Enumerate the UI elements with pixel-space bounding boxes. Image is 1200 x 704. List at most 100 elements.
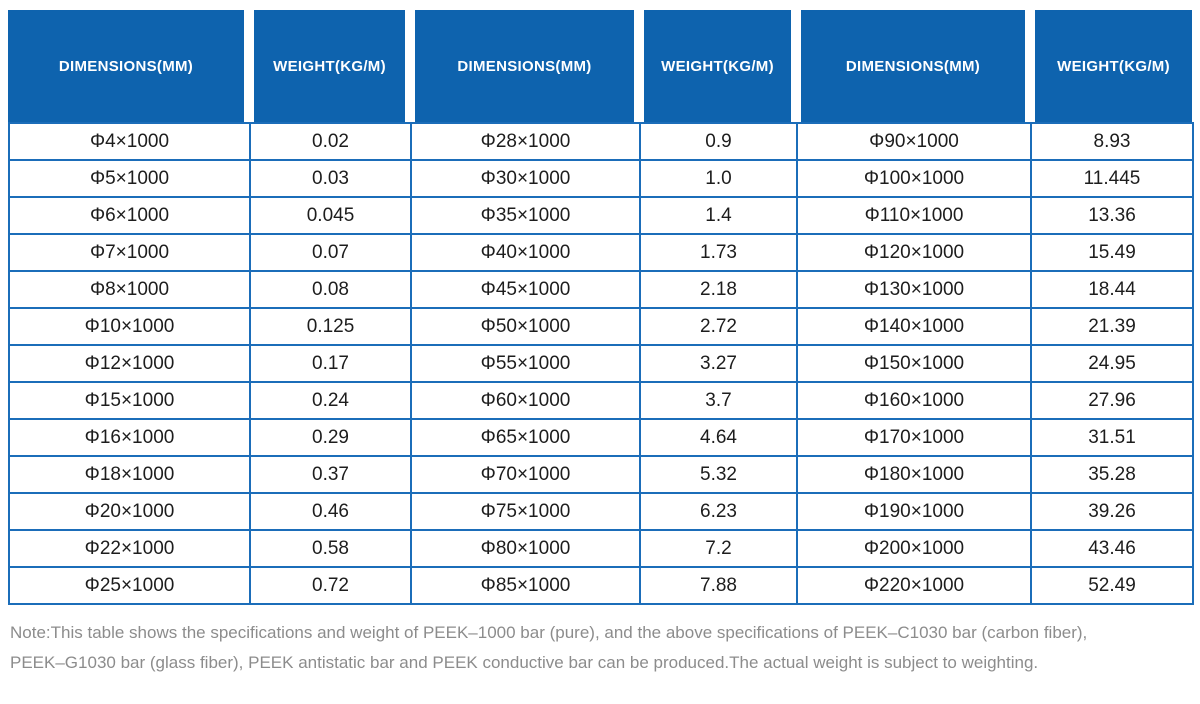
weight-cell: 6.23	[639, 492, 798, 531]
dimensions-cell: Φ140×1000	[796, 307, 1032, 346]
table-row: Φ6×1000 0.045 Φ35×1000 1.4 Φ110×1000 13.36	[8, 196, 1194, 235]
weight-cell: 0.37	[249, 455, 412, 494]
weight-cell: 0.125	[249, 307, 412, 346]
dimensions-cell: Φ25×1000	[8, 566, 251, 605]
weight-cell: 15.49	[1030, 233, 1194, 272]
dimensions-cell: Φ60×1000	[410, 381, 641, 420]
weight-cell: 24.95	[1030, 344, 1194, 383]
dimensions-cell: Φ16×1000	[8, 418, 251, 457]
dimensions-cell: Φ7×1000	[8, 233, 251, 272]
weight-cell: 1.4	[639, 196, 798, 235]
weight-cell: 3.27	[639, 344, 798, 383]
table-row: Φ7×1000 0.07 Φ40×1000 1.73 Φ120×1000 15.49	[8, 233, 1194, 272]
table-row: Φ18×1000 0.37 Φ70×1000 5.32 Φ180×1000 35.28	[8, 455, 1194, 494]
spec-table-body: Φ4×1000 0.02 Φ28×1000 0.9 Φ90×1000 8.93 Φ5×100…	[8, 122, 1194, 605]
weight-cell: 31.51	[1030, 418, 1194, 457]
table-row: Φ5×1000 0.03 Φ30×1000 1.0 Φ100×1000 11.445	[8, 159, 1194, 198]
weight-cell: 3.7	[639, 381, 798, 420]
dimensions-cell: Φ150×1000	[796, 344, 1032, 383]
weight-cell: 0.72	[249, 566, 412, 605]
weight-cell: 0.07	[249, 233, 412, 272]
dimensions-cell: Φ50×1000	[410, 307, 641, 346]
table-row: Φ8×1000 0.08 Φ45×1000 2.18 Φ130×1000 18.44	[8, 270, 1194, 309]
dimensions-cell: Φ8×1000	[8, 270, 251, 309]
column-header-dimensions-2: DIMENSIONS(MM)	[410, 10, 639, 122]
dimensions-cell: Φ10×1000	[8, 307, 251, 346]
table-row: Φ20×1000 0.46 Φ75×1000 6.23 Φ190×1000 39.26	[8, 492, 1194, 531]
weight-cell: 0.58	[249, 529, 412, 568]
weight-cell: 39.26	[1030, 492, 1194, 531]
weight-cell: 0.17	[249, 344, 412, 383]
table-row: Φ12×1000 0.17 Φ55×1000 3.27 Φ150×1000 24.95	[8, 344, 1194, 383]
dimensions-cell: Φ70×1000	[410, 455, 641, 494]
dimensions-cell: Φ200×1000	[796, 529, 1032, 568]
dimensions-cell: Φ85×1000	[410, 566, 641, 605]
dimensions-cell: Φ45×1000	[410, 270, 641, 309]
dimensions-cell: Φ75×1000	[410, 492, 641, 531]
dimensions-cell: Φ220×1000	[796, 566, 1032, 605]
dimensions-cell: Φ110×1000	[796, 196, 1032, 235]
dimensions-cell: Φ160×1000	[796, 381, 1032, 420]
spec-table: Φ4×1000 0.02 Φ28×1000 0.9 Φ90×1000 8.93 Φ5×100…	[8, 122, 1194, 605]
table-row: Φ25×1000 0.72 Φ85×1000 7.88 Φ220×1000 52.49	[8, 566, 1194, 605]
dimensions-cell: Φ20×1000	[8, 492, 251, 531]
weight-cell: 7.2	[639, 529, 798, 568]
weight-cell: 0.29	[249, 418, 412, 457]
dimensions-cell: Φ55×1000	[410, 344, 641, 383]
column-header-weight-2: WEIGHT(KG/M)	[639, 10, 796, 122]
weight-cell: 27.96	[1030, 381, 1194, 420]
weight-cell: 8.93	[1030, 122, 1194, 161]
dimensions-cell: Φ22×1000	[8, 529, 251, 568]
weight-cell: 11.445	[1030, 159, 1194, 198]
weight-cell: 0.045	[249, 196, 412, 235]
column-header-dimensions-3: DIMENSIONS(MM)	[796, 10, 1030, 122]
dimensions-cell: Φ65×1000	[410, 418, 641, 457]
dimensions-cell: Φ5×1000	[8, 159, 251, 198]
column-header-dimensions-1: DIMENSIONS(MM)	[8, 10, 249, 122]
weight-cell: 7.88	[639, 566, 798, 605]
dimensions-cell: Φ15×1000	[8, 381, 251, 420]
table-row: Φ4×1000 0.02 Φ28×1000 0.9 Φ90×1000 8.93	[8, 122, 1194, 161]
weight-cell: 35.28	[1030, 455, 1194, 494]
dimensions-cell: Φ4×1000	[8, 122, 251, 161]
table-note: Note:This table shows the specifications…	[8, 618, 1192, 678]
weight-cell: 52.49	[1030, 566, 1194, 605]
dimensions-cell: Φ12×1000	[8, 344, 251, 383]
dimensions-cell: Φ18×1000	[8, 455, 251, 494]
dimensions-cell: Φ100×1000	[796, 159, 1032, 198]
weight-cell: 0.24	[249, 381, 412, 420]
weight-cell: 0.46	[249, 492, 412, 531]
column-header-weight-1: WEIGHT(KG/M)	[249, 10, 410, 122]
note-line-1: Note:This table shows the specifications…	[10, 623, 1088, 642]
dimensions-cell: Φ170×1000	[796, 418, 1032, 457]
column-header-weight-3: WEIGHT(KG/M)	[1030, 10, 1192, 122]
weight-cell: 43.46	[1030, 529, 1194, 568]
dimensions-cell: Φ30×1000	[410, 159, 641, 198]
dimensions-cell: Φ120×1000	[796, 233, 1032, 272]
weight-cell: 18.44	[1030, 270, 1194, 309]
dimensions-cell: Φ190×1000	[796, 492, 1032, 531]
note-line-2: PEEK–G1030 bar (glass fiber), PEEK antis…	[10, 653, 1039, 672]
weight-cell: 2.72	[639, 307, 798, 346]
table-row: Φ10×1000 0.125 Φ50×1000 2.72 Φ140×1000 21.39	[8, 307, 1194, 346]
weight-cell: 2.18	[639, 270, 798, 309]
dimensions-cell: Φ28×1000	[410, 122, 641, 161]
weight-cell: 4.64	[639, 418, 798, 457]
table-row: Φ16×1000 0.29 Φ65×1000 4.64 Φ170×1000 31.51	[8, 418, 1194, 457]
dimensions-cell: Φ180×1000	[796, 455, 1032, 494]
weight-cell: 0.03	[249, 159, 412, 198]
weight-cell: 1.0	[639, 159, 798, 198]
dimensions-cell: Φ6×1000	[8, 196, 251, 235]
weight-cell: 13.36	[1030, 196, 1194, 235]
dimensions-cell: Φ35×1000	[410, 196, 641, 235]
dimensions-cell: Φ130×1000	[796, 270, 1032, 309]
peek-bar-spec-page: DIMENSIONS(MM) WEIGHT(KG/M) DIMENSIONS(M…	[8, 10, 1194, 678]
weight-cell: 0.02	[249, 122, 412, 161]
dimensions-cell: Φ40×1000	[410, 233, 641, 272]
weight-cell: 5.32	[639, 455, 798, 494]
dimensions-cell: Φ90×1000	[796, 122, 1032, 161]
table-header-row: DIMENSIONS(MM) WEIGHT(KG/M) DIMENSIONS(M…	[8, 10, 1192, 122]
weight-cell: 0.9	[639, 122, 798, 161]
table-row: Φ15×1000 0.24 Φ60×1000 3.7 Φ160×1000 27.96	[8, 381, 1194, 420]
weight-cell: 21.39	[1030, 307, 1194, 346]
